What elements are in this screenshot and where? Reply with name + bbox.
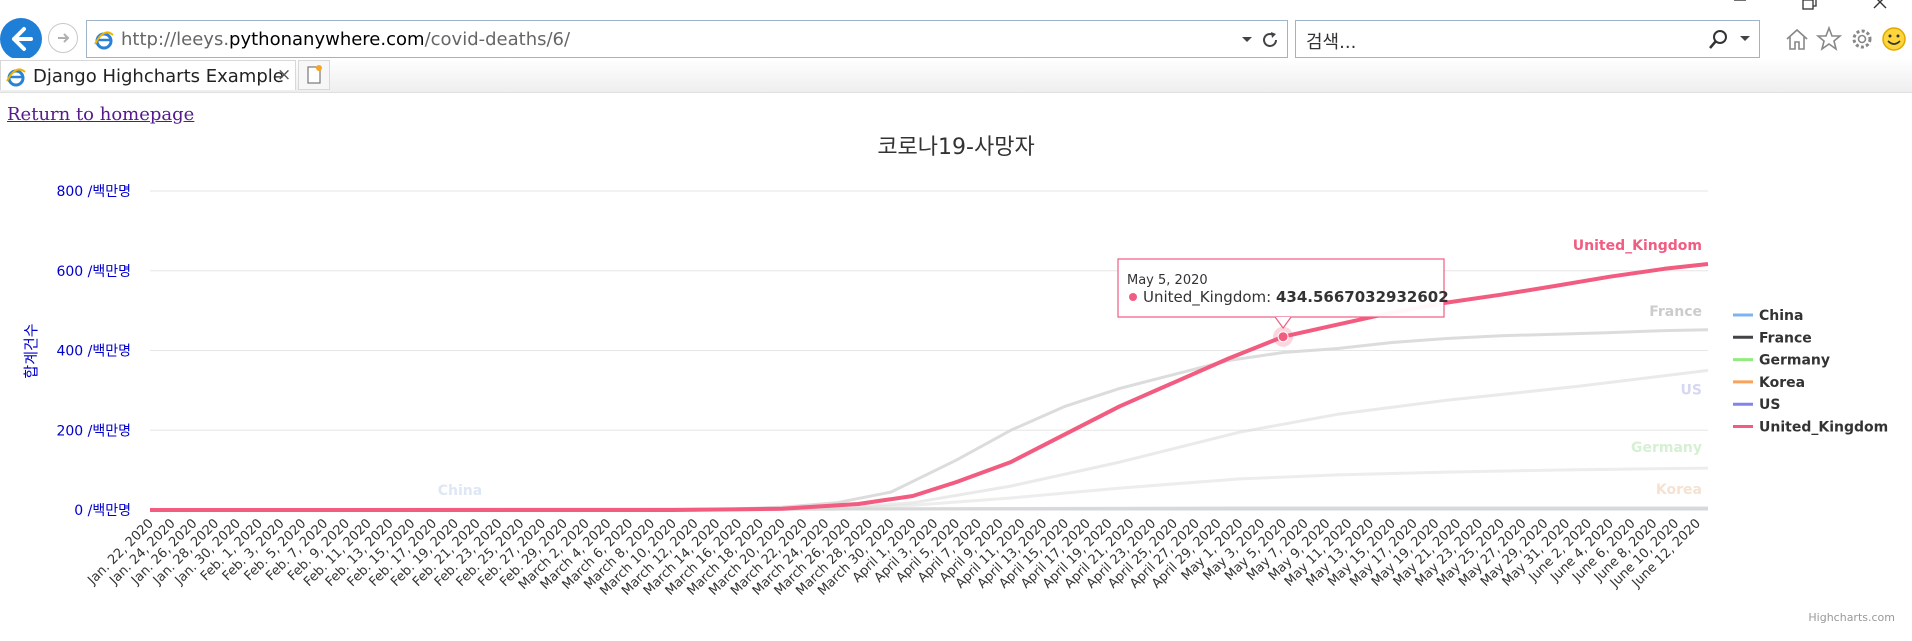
tab-bar: Django Highcharts Example × bbox=[0, 58, 1912, 93]
minimize-icon[interactable] bbox=[1730, 0, 1750, 8]
grid-lines bbox=[150, 190, 1708, 511]
smiley-icon[interactable] bbox=[1881, 26, 1907, 52]
return-home-link[interactable]: Return to homepage bbox=[7, 104, 195, 125]
tab-django-highcharts[interactable]: Django Highcharts Example × bbox=[0, 60, 296, 90]
end-label-germany: Germany bbox=[1631, 440, 1702, 456]
y-axis-title: 합계건수 bbox=[22, 323, 40, 378]
legend-item-korea[interactable]: Korea bbox=[1733, 375, 1805, 391]
tab-close-button[interactable]: × bbox=[277, 65, 292, 85]
legend-item-germany[interactable]: Germany bbox=[1733, 353, 1830, 369]
chart-tooltip: May 5, 2020 United_Kingdom: 434.56670329… bbox=[1117, 258, 1449, 330]
search-icon[interactable] bbox=[1707, 29, 1729, 51]
tooltip-series-name: United_Kingdom: 434.5667032932602 bbox=[1143, 288, 1449, 307]
address-bar[interactable]: http://leeys.pythonanywhere.com/covid-de… bbox=[86, 20, 1288, 58]
legend-label: United_Kingdom bbox=[1759, 420, 1888, 436]
legend-label: France bbox=[1759, 330, 1812, 346]
series-lines bbox=[149, 262, 1709, 512]
series-end-labels: China France Germany Korea US United_Kingdom bbox=[438, 238, 1702, 499]
url-text: http://leeys.pythonanywhere.com/covid-de… bbox=[121, 29, 571, 50]
legend-item-china[interactable]: China bbox=[1733, 308, 1803, 324]
legend-label: US bbox=[1759, 397, 1780, 413]
y-tick-label: 400 /백만명 bbox=[56, 344, 131, 360]
legend-item-france[interactable]: France bbox=[1733, 330, 1812, 346]
tooltip-date: May 5, 2020 bbox=[1127, 273, 1208, 288]
legend-label: Korea bbox=[1759, 375, 1805, 391]
arrow-right-icon bbox=[58, 33, 70, 43]
tooltip-box bbox=[1117, 258, 1445, 318]
close-icon[interactable] bbox=[1870, 0, 1890, 10]
ie-page-icon bbox=[6, 68, 26, 87]
end-label-korea: Korea bbox=[1656, 482, 1702, 498]
y-tick-label: 800 /백만명 bbox=[56, 184, 131, 200]
legend-label: Germany bbox=[1759, 353, 1830, 369]
y-tick-label: 200 /백만명 bbox=[56, 423, 131, 439]
series-line-united-kingdom[interactable] bbox=[150, 262, 1709, 512]
legend-label: China bbox=[1759, 308, 1803, 324]
browser-toolbar: http://leeys.pythonanywhere.com/covid-de… bbox=[0, 0, 1912, 60]
chart-legend: China France Germany Korea US United_Kingdom bbox=[1733, 308, 1888, 436]
new-tab-button[interactable] bbox=[298, 60, 330, 90]
tooltip-pointer bbox=[1274, 316, 1292, 330]
new-tab-icon bbox=[307, 65, 322, 84]
search-box[interactable]: 검색... bbox=[1295, 20, 1760, 58]
y-tick-label: 600 /백만명 bbox=[56, 264, 131, 280]
hover-point[interactable] bbox=[1277, 331, 1289, 343]
series-line-france[interactable] bbox=[149, 328, 1709, 512]
y-tick-label: 0 /백만명 bbox=[74, 503, 131, 519]
search-placeholder: 검색... bbox=[1306, 32, 1357, 53]
legend-item-us[interactable]: US bbox=[1733, 397, 1780, 413]
tooltip-marker bbox=[1129, 293, 1137, 301]
chevron-down-icon[interactable] bbox=[1739, 33, 1751, 45]
chevron-down-icon[interactable] bbox=[1241, 31, 1253, 47]
home-icon[interactable] bbox=[1784, 26, 1810, 52]
forward-button[interactable] bbox=[48, 23, 78, 53]
tab-title: Django Highcharts Example bbox=[33, 66, 284, 87]
end-label-china: China bbox=[438, 483, 482, 499]
credits[interactable]: Highcharts.com bbox=[1808, 611, 1895, 624]
gear-icon[interactable] bbox=[1849, 26, 1875, 52]
end-label-united-kingdom: United_Kingdom bbox=[1573, 238, 1702, 254]
ie-page-icon bbox=[94, 31, 114, 50]
end-label-france: France bbox=[1649, 304, 1702, 320]
legend-item-united-kingdom[interactable]: United_Kingdom bbox=[1733, 420, 1888, 436]
restore-icon[interactable] bbox=[1799, 0, 1819, 10]
back-button[interactable] bbox=[0, 18, 42, 60]
end-label-us: US bbox=[1681, 382, 1702, 398]
star-icon[interactable] bbox=[1816, 26, 1842, 52]
arrow-left-icon bbox=[12, 27, 33, 51]
chart-title: 코로나19-사망자 bbox=[877, 135, 1034, 160]
refresh-icon[interactable] bbox=[1259, 29, 1281, 51]
y-axis-labels: 0 /백만명 200 /백만명 400 /백만명 600 /백만명 800 /백만명 bbox=[56, 184, 131, 519]
covid-deaths-chart: 코로나19-사망자 합계건수 0 /백만명 200 /백만명 400 /백만명 600… bbox=[22, 135, 1895, 624]
